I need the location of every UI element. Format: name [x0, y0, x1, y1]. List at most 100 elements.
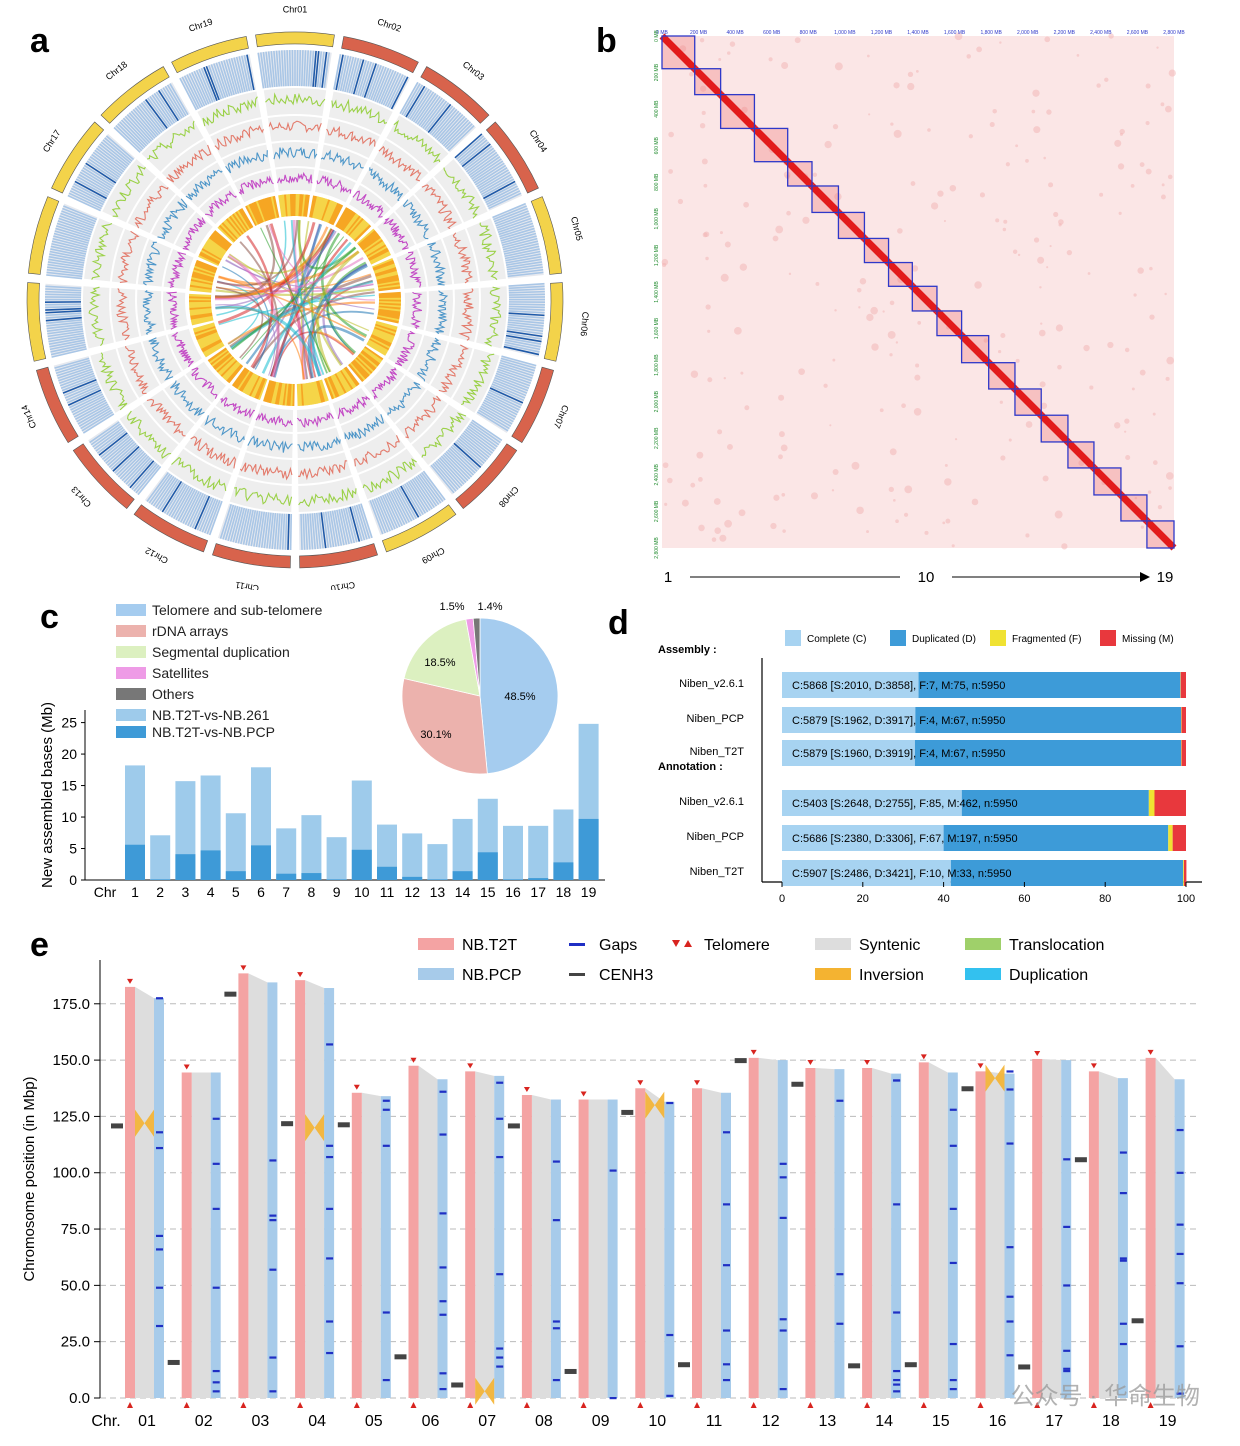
hic-contact-dot: [897, 228, 903, 234]
circos-track-line: [214, 124, 264, 151]
gene-density-stripe: [60, 212, 95, 227]
gene-density-stripe: [53, 235, 89, 247]
busco-segment: [782, 860, 951, 886]
circos-track-line: [404, 395, 442, 439]
gap-marker: [269, 1214, 277, 1217]
gene-density-stripe: [80, 409, 112, 430]
gap-marker: [212, 1207, 220, 1210]
repeat-stripe: [315, 380, 324, 403]
chromosome-box: [960, 334, 990, 364]
busco-segment: [782, 740, 915, 766]
gene-density-stripe: [237, 508, 248, 544]
repeat-stripe: [196, 259, 218, 271]
hic-contact-dot: [1061, 543, 1068, 550]
hic-contact-dot: [698, 524, 705, 532]
chromosome-ideogram: [171, 36, 249, 74]
hic-contact-dot: [1130, 184, 1135, 188]
gene-density-stripe: [274, 513, 279, 550]
gap-marker: [269, 1356, 277, 1359]
hic-contact-dot: [1096, 83, 1101, 88]
gene-density-stripe: [246, 54, 255, 91]
gene-density-stripe: [160, 88, 181, 120]
repeat-stripe: [194, 263, 217, 274]
repeat-stripe: [274, 382, 281, 405]
hic-contact-dot: [889, 300, 895, 306]
telomere-marker: [694, 1402, 700, 1408]
repeat-stripe: [284, 383, 289, 406]
left-tick-label: 400 MB: [654, 100, 660, 118]
gene-density-stripe: [46, 321, 83, 327]
chromosome-nbpcp: [891, 1073, 902, 1398]
repeat-stripe: [250, 202, 262, 224]
gene-density-stripe: [224, 505, 237, 541]
repeat-stripe: [310, 382, 318, 405]
gene-density-stripe: [56, 222, 92, 236]
hic-contact-dot: [966, 54, 971, 59]
gene-density-stripe: [503, 245, 540, 255]
gene-density-stripe: [266, 512, 272, 549]
repeat-stripe: [344, 366, 360, 386]
repeat-stripe: [204, 242, 225, 257]
gene-density-stripe: [485, 185, 518, 204]
legend-swatch: [116, 688, 146, 700]
repeat-stripe: [218, 224, 237, 242]
chromosome-ideogram: [485, 121, 539, 194]
circos-track-line: [416, 337, 441, 382]
repeat-stripe: [318, 198, 327, 220]
repeat-stripe: [270, 196, 278, 219]
hic-contact-dot: [1025, 421, 1033, 428]
gene-density-stripe: [305, 50, 309, 87]
chromosome-ideogram: [212, 543, 291, 569]
syntenic-region: [531, 1095, 551, 1398]
hic-contact-dot: [1044, 36, 1051, 43]
circos-track-line: [438, 344, 469, 393]
gene-density-stripe: [54, 359, 90, 372]
gene-density-stripe: [347, 507, 358, 543]
hic-contact-dot: [662, 262, 667, 267]
gap-marker: [326, 1320, 334, 1323]
gene-density-stripe: [228, 58, 240, 94]
repeat-stripe: [257, 378, 268, 401]
hic-contact-dot: [1147, 490, 1152, 494]
legend-swatch: [116, 667, 146, 679]
repeat-stripe: [189, 307, 212, 312]
gap-marker: [779, 1176, 787, 1179]
repeat-stripe: [375, 322, 398, 331]
gene-density-stripe: [281, 513, 286, 550]
gap-marker: [893, 1390, 901, 1393]
repeat-stripe: [361, 236, 382, 252]
hic-contact-dot: [1168, 69, 1176, 77]
gene-density-stripe: [316, 51, 323, 88]
gene-density-stripe: [398, 486, 418, 519]
gene-density-stripe: [472, 160, 504, 182]
x-tick-label: 18: [556, 884, 572, 900]
top-tick-label: 400 MB: [727, 30, 745, 36]
chromosome-box: [661, 35, 696, 70]
gene-density-stripe: [480, 176, 513, 196]
bar-nbpcp: [251, 845, 271, 880]
hic-contact-dot: [1114, 422, 1121, 429]
hic-contact-dot: [812, 172, 818, 177]
repeat-stripe: [358, 353, 377, 370]
repeat-stripe: [376, 276, 399, 284]
repeat-stripe: [378, 305, 401, 310]
gene-density-stripe: [225, 59, 238, 95]
chromosome-nbpcp: [1004, 1073, 1015, 1398]
x-tick-label: 2: [156, 884, 164, 900]
inversion-region: [985, 1064, 1005, 1092]
gene-density-stripe: [388, 491, 406, 526]
circos-track-bg: [263, 88, 327, 117]
hic-contact-dot: [1165, 105, 1172, 113]
chromosome-label: Chr19: [187, 16, 213, 33]
hic-contact-dot: [778, 431, 785, 438]
gap-marker: [382, 1108, 390, 1111]
row-label: Niben_PCP: [687, 831, 744, 843]
x-tick-label: 15: [932, 1413, 950, 1430]
legend-swatch: [672, 940, 680, 947]
busco-bar-text: C:5907 [S:2486, D:3421], F:10, M:33, n:5…: [792, 868, 1012, 880]
gap-marker: [723, 1363, 730, 1366]
left-tick-label: 200 MB: [654, 63, 660, 81]
gene-density-stripe: [124, 115, 151, 144]
hic-contact-dot: [954, 32, 963, 41]
gene-density-stripe: [508, 314, 545, 319]
